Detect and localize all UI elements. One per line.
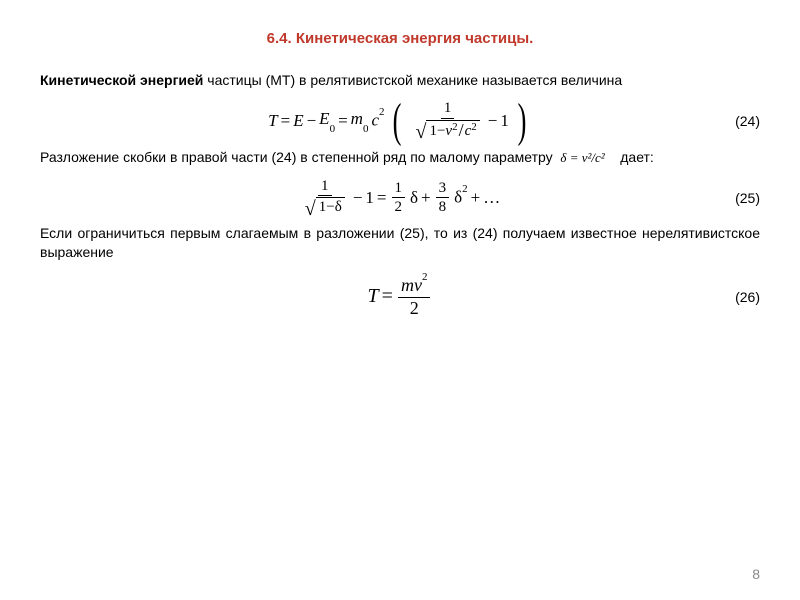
eq25-plus2: + (471, 188, 481, 208)
eq25-dots: … (483, 188, 500, 208)
eq24-c2: c2 (371, 110, 384, 131)
equation-24: T = E − E0 = m0 c2 ( 1 √ 1 − v2 / c2 (40, 97, 760, 145)
eq25-number: (25) (735, 190, 760, 206)
para2-b: параметру (484, 149, 553, 165)
para2-a: Разложение скобки в правой части (24) в … (40, 149, 480, 165)
section-number: 6.4. (267, 30, 292, 47)
para1-bold: Кинетической энергией (40, 72, 203, 88)
eq24-rparen: ) (516, 97, 527, 145)
eq26-math: T = mv2 2 (368, 275, 433, 319)
eq24-number: (24) (735, 113, 760, 129)
eq25-t1-frac: 1 2 (392, 180, 406, 216)
eq24-minus2: − (488, 111, 498, 131)
eq24-sqrt: √ 1 − v2 / c2 (415, 120, 479, 141)
eq24-math: T = E − E0 = m0 c2 ( 1 √ 1 − v2 / c2 (268, 97, 532, 145)
eq25-sqrt: √ 1 − δ (305, 197, 345, 217)
para2-delta: δ = v²/c² (560, 150, 604, 165)
eq25-lhs-frac: 1 √ 1 − δ (302, 178, 348, 218)
eq24-v2c2: v2 / c2 (445, 121, 476, 141)
eq25-t1-delta: δ (410, 188, 418, 208)
page-number: 8 (752, 566, 760, 582)
eq24-lparen: ( (392, 97, 403, 145)
para2-c: дает: (620, 149, 654, 165)
paragraph-1: Кинетической энергией частицы (МТ) в рел… (40, 71, 760, 91)
eq24-one: 1 (500, 111, 509, 131)
eq26-eq: = (382, 285, 393, 308)
eq24-E: E (293, 111, 303, 131)
eq25-t2-frac: 3 8 (436, 180, 450, 216)
para1-rest: частицы (МТ) в релятивистской механике н… (203, 72, 622, 88)
eq26-number: (26) (735, 289, 760, 305)
eq25-eq: = (377, 188, 387, 208)
eq24-E0: E0 (319, 109, 335, 131)
eq25-minus: − (353, 188, 363, 208)
eq24-num: 1 (441, 100, 455, 119)
eq25-t2-delta: δ2 (454, 187, 468, 208)
equation-25: 1 √ 1 − δ − 1 = 1 2 δ + 3 8 (40, 174, 760, 222)
eq26-frac: mv2 2 (398, 275, 431, 319)
eq24-m0: m0 (351, 109, 369, 131)
eq24-den: √ 1 − v2 / c2 (412, 119, 482, 141)
eq25-math: 1 √ 1 − δ − 1 = 1 2 δ + 3 8 (300, 178, 500, 218)
paragraph-3: Если ограничиться первым слагаемым в раз… (40, 224, 760, 263)
eq24-eq2: = (338, 111, 348, 131)
equation-26: T = mv2 2 (26) (40, 269, 760, 325)
paragraph-2: Разложение скобки в правой части (24) в … (40, 147, 760, 168)
eq24-T: T (268, 111, 277, 131)
eq24-minus1: − (307, 111, 317, 131)
eq24-fraction: 1 √ 1 − v2 / c2 (412, 100, 482, 140)
eq25-one: 1 (365, 188, 374, 208)
section-title: 6.4. Кинетическая энергия частицы. (40, 30, 760, 47)
eq26-T: T (368, 285, 379, 308)
eq24-eq1: = (281, 111, 291, 131)
eq25-plus1: + (421, 188, 431, 208)
section-title-text: Кинетическая энергия частицы. (296, 30, 534, 47)
